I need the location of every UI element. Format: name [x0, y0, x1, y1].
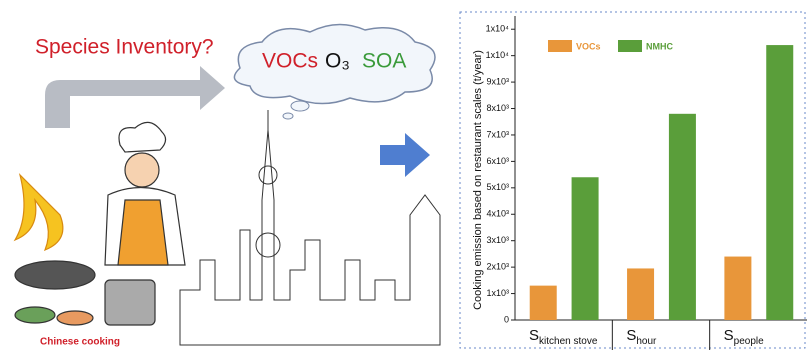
bar — [724, 257, 751, 320]
y-tick-label: 1x10⁴ — [486, 24, 510, 34]
category-symbol: S — [529, 327, 539, 344]
legend-label: NMHC — [646, 41, 673, 51]
bar — [669, 114, 696, 320]
legend-swatch — [548, 40, 572, 52]
y-tick-label: 1x10⁴ — [486, 50, 510, 60]
arrow — [45, 66, 225, 128]
graphical-abstract: Species Inventory? VOCs O₃ SOA Chinese c… — [0, 0, 807, 350]
y-tick-label: 4x10³ — [486, 209, 509, 219]
caption: Chinese cooking — [40, 337, 120, 348]
arrow — [380, 133, 430, 177]
species: SOA — [362, 50, 406, 73]
chef — [15, 122, 185, 325]
y-tick-label: 2x10³ — [486, 262, 509, 272]
species: O₃ — [325, 50, 350, 73]
bar — [530, 286, 557, 320]
y-tick-label: 8x10³ — [486, 103, 509, 113]
y-tick-label: 1x10³ — [486, 288, 509, 298]
category-symbol: S — [724, 327, 734, 344]
y-tick-label: 7x10³ — [486, 129, 509, 139]
category-symbol: S — [626, 327, 636, 344]
legend-label: VOCs — [576, 41, 601, 51]
y-tick-label: 5x10³ — [486, 182, 509, 192]
y-axis-label: Cooking emission based on restaurant sca… — [472, 50, 484, 310]
y-tick-label: 9x10³ — [486, 76, 509, 86]
bar — [766, 45, 793, 320]
bar — [572, 177, 599, 320]
x-tick-label: Skitchen stove — [529, 327, 598, 347]
bar — [627, 268, 654, 320]
question: Species Inventory? — [35, 36, 214, 59]
y-tick-label: 0 — [504, 314, 509, 324]
x-tick-label: Speople — [724, 327, 764, 347]
species: VOCs — [262, 50, 318, 73]
cloud-bubble — [283, 113, 293, 119]
legend-swatch — [618, 40, 642, 52]
y-tick-label: 3x10³ — [486, 235, 509, 245]
x-tick-label: Shour — [626, 327, 657, 347]
category-subscript: hour — [636, 336, 657, 347]
category-subscript: kitchen stove — [539, 336, 598, 347]
cloud-bubble — [291, 101, 309, 111]
y-tick-label: 6x10³ — [486, 156, 509, 166]
category-subscript: people — [734, 336, 764, 347]
